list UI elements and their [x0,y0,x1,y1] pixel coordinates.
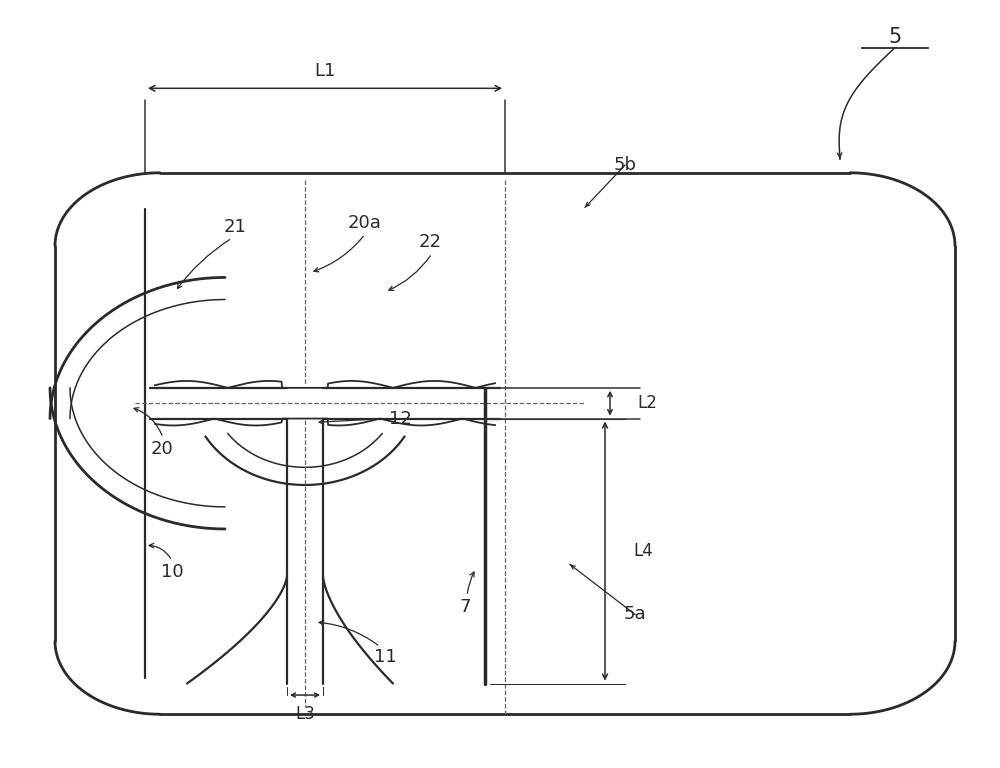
Text: 22: 22 [418,233,442,251]
Text: L3: L3 [295,705,315,723]
Text: 5a: 5a [624,605,646,624]
Text: L1: L1 [314,62,336,81]
Text: L2: L2 [637,394,657,412]
Text: 7: 7 [459,598,471,616]
Text: L4: L4 [633,542,653,560]
Text: 20: 20 [151,440,173,458]
Text: 20a: 20a [348,214,382,232]
Text: 5: 5 [888,27,902,47]
Text: 10: 10 [161,563,183,581]
Text: 21: 21 [224,217,246,236]
Text: 5b: 5b [614,156,637,174]
Text: 11: 11 [374,647,396,666]
Text: 12: 12 [389,409,411,428]
